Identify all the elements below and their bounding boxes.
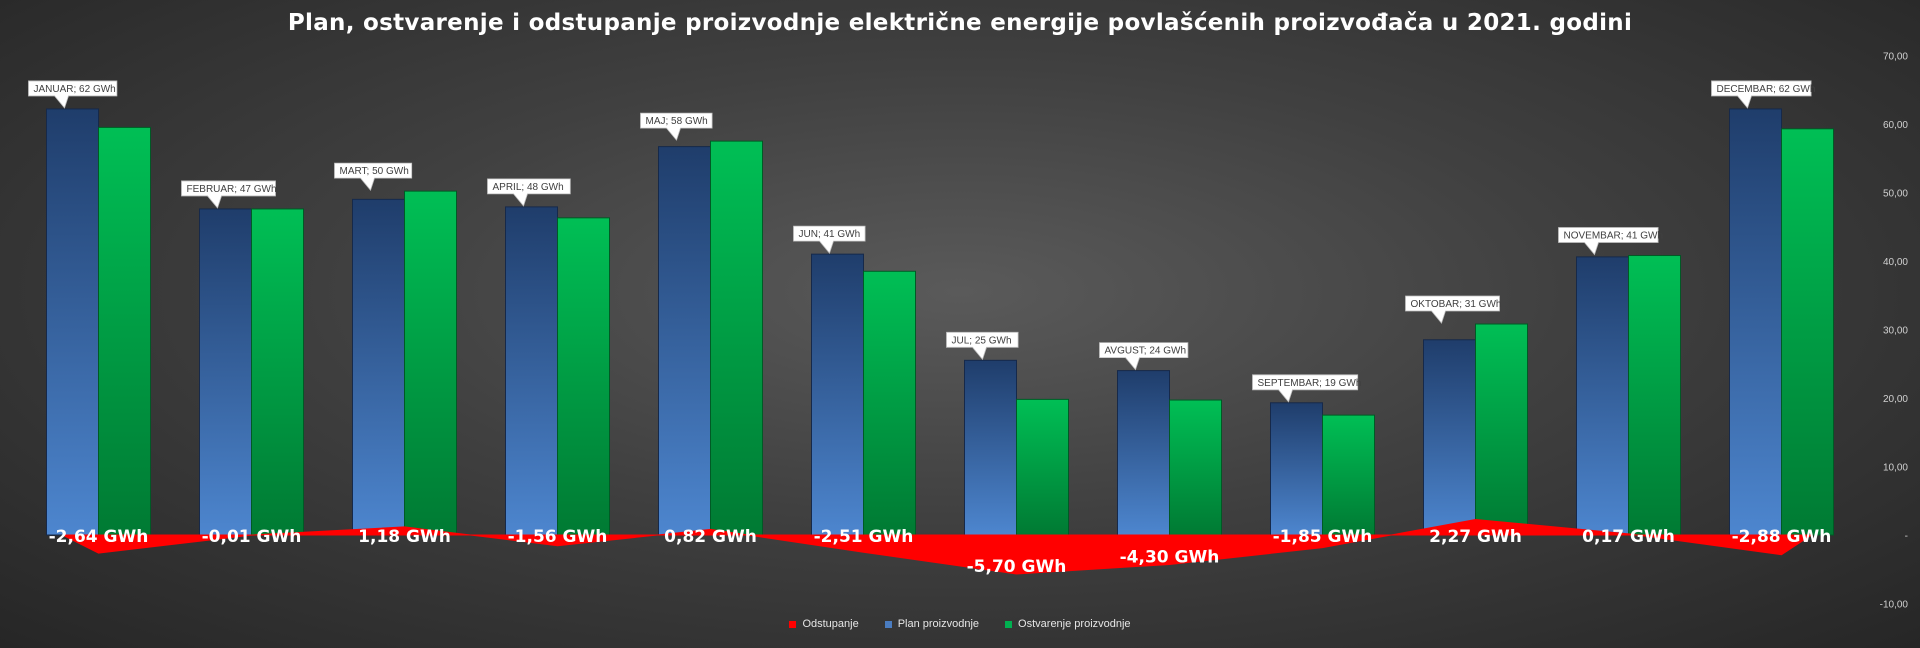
legend-swatch-ostvarenje (1005, 620, 1013, 628)
plan-bar (1117, 370, 1170, 536)
bar-callout-label: DECEMBAR; 62 GWh (1717, 84, 1816, 95)
bar-callout-box (1711, 80, 1812, 109)
plan-bar (1576, 256, 1629, 536)
ostvarenje-bar (1169, 399, 1222, 536)
ostvarenje-bar (98, 126, 151, 536)
legend-label-odstupanje: Odstupanje (802, 618, 859, 630)
plan-bar (964, 359, 1017, 536)
deviation-label: 0,17 GWh (1582, 527, 1675, 547)
deviation-label: -1,56 GWh (508, 527, 608, 547)
bar-callout-label: MART; 50 GWh (340, 166, 409, 177)
plan-bar (658, 146, 711, 536)
bar-callout: OKTOBAR; 31 GWh (1405, 295, 1502, 324)
bar-callout-box (1405, 295, 1500, 324)
bar-callout: MART; 50 GWh (334, 162, 413, 191)
bar-callout-box (1252, 374, 1359, 403)
bar-callout: JANUAR; 62 GWh (28, 80, 118, 109)
plan-bar (46, 108, 99, 536)
bar-callout-box (1558, 227, 1659, 256)
deviation-label: -0,01 GWh (202, 527, 302, 547)
bar-callout-label: APRIL; 48 GWh (493, 182, 564, 193)
bar-callout-box (640, 112, 713, 141)
legend-item-ostvarenje: Ostvarenje proizvodnje (1005, 618, 1131, 630)
plan-bar (1270, 402, 1323, 536)
legend-item-plan: Plan proizvodnje (884, 618, 980, 630)
plan-bar (1729, 108, 1782, 536)
bar-callout: AVGUST; 24 GWh (1099, 342, 1189, 371)
legend-label-plan: Plan proizvodnje (897, 618, 980, 630)
y-tick-label: 40,00 (1883, 257, 1908, 268)
ostvarenje-bar (710, 140, 763, 536)
deviation-label: -1,85 GWh (1273, 527, 1373, 547)
ostvarenje-bar (404, 190, 457, 536)
plan-bar (1423, 339, 1476, 536)
bar-callout-box (334, 162, 413, 191)
plan-bar (352, 198, 405, 536)
deviation-label: -2,51 GWh (814, 527, 914, 547)
bar-callout: JUN; 41 GWh (793, 225, 866, 254)
chart-title: Plan, ostvarenje i odstupanje proizvodnj… (287, 10, 1633, 36)
ostvarenje-bar (1016, 398, 1069, 536)
deviation-label: 0,82 GWh (664, 527, 757, 547)
y-tick-label: 20,00 (1883, 394, 1908, 405)
bar-callout-label: MAJ; 58 GWh (646, 116, 708, 127)
deviation-label: 1,18 GWh (358, 527, 451, 547)
bar-callout-label: SEPTEMBAR; 19 GWh (1258, 378, 1362, 389)
ostvarenje-bar (1322, 414, 1375, 536)
ostvarenje-bar (1475, 323, 1528, 536)
bar-callout-box (793, 225, 866, 254)
y-tick-label: 50,00 (1883, 189, 1908, 200)
y-tick-label: -10,00 (1880, 600, 1909, 611)
ostvarenje-bar (251, 208, 304, 536)
deviation-label: 2,27 GWh (1429, 527, 1522, 547)
y-tick-label: 30,00 (1883, 326, 1908, 337)
deviation-label: -2,88 GWh (1732, 527, 1832, 547)
bar-callout: SEPTEMBAR; 19 GWh (1252, 374, 1362, 403)
bar-callout-label: JUL; 25 GWh (952, 335, 1012, 346)
bar-callout-label: FEBRUAR; 47 GWh (187, 184, 277, 195)
ostvarenje-bar (863, 270, 916, 536)
deviation-label: -5,70 GWh (967, 557, 1067, 577)
deviation-label: -2,64 GWh (49, 527, 149, 547)
bar-callout-label: JANUAR; 62 GWh (34, 84, 116, 95)
bar-callout-box (1099, 342, 1189, 371)
bar-callout: FEBRUAR; 47 GWh (181, 180, 277, 209)
bar-callout: DECEMBAR; 62 GWh (1711, 80, 1816, 109)
bar-callout-label: NOVEMBAR; 41 GWh (1564, 231, 1663, 242)
ostvarenje-bar (1781, 128, 1834, 536)
bar-callout-box (28, 80, 118, 109)
ostvarenje-bar (557, 217, 610, 536)
legend-item-odstupanje: Odstupanje (789, 618, 859, 630)
ostvarenje-bar (1628, 255, 1681, 536)
bar-callout-label: AVGUST; 24 GWh (1105, 346, 1187, 357)
bar-callout: NOVEMBAR; 41 GWh (1558, 227, 1663, 256)
bar-callout-box (946, 331, 1019, 361)
chart-legend: Odstupanje Plan proizvodnje Ostvarenje p… (0, 618, 1920, 630)
deviation-area (62, 518, 1814, 575)
y-tick-label: 70,00 (1883, 52, 1908, 63)
legend-label-ostvarenje: Ostvarenje proizvodnje (1018, 618, 1131, 630)
bar-callout-box (487, 178, 571, 207)
bar-callout-box (181, 180, 276, 209)
y-tick-label: 60,00 (1883, 120, 1908, 131)
plan-bar (199, 208, 252, 536)
legend-swatch-odstupanje (789, 620, 797, 628)
bar-callout-label: OKTOBAR; 31 GWh (1411, 299, 1502, 310)
deviation-label: -4,30 GWh (1120, 547, 1220, 567)
plan-bar (505, 206, 558, 536)
bar-callout: APRIL; 48 GWh (487, 178, 571, 207)
y-tick-label: 10,00 (1883, 463, 1908, 474)
bar-callout-label: JUN; 41 GWh (799, 229, 861, 240)
plan-bar (811, 253, 864, 536)
bar-callout: MAJ; 58 GWh (640, 112, 713, 141)
legend-swatch-plan (884, 620, 892, 628)
y-tick-label: - (1905, 531, 1908, 542)
bar-callout: JUL; 25 GWh (946, 331, 1019, 361)
